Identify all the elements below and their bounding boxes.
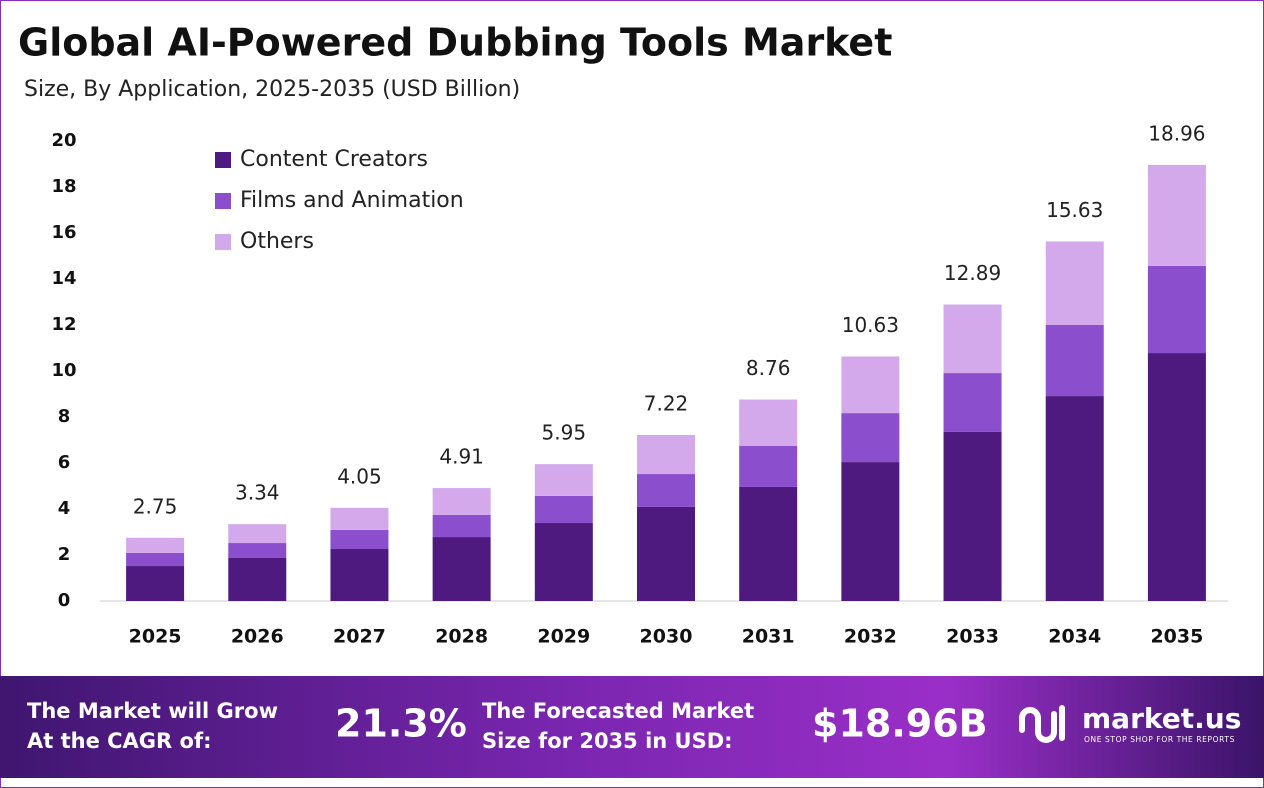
bar-segment <box>330 507 389 530</box>
bar-segment <box>228 543 287 558</box>
cagr-label: At the CAGR of: <box>27 729 212 753</box>
bar-segment <box>432 514 491 538</box>
bar-segment <box>1147 265 1206 354</box>
bar-segment <box>228 557 287 601</box>
bar-segment <box>330 529 389 550</box>
x-tick-label: 2025 <box>129 626 182 648</box>
total-label: 10.63 <box>842 313 899 337</box>
legend-label: Others <box>240 229 314 254</box>
y-tick-label: 2 <box>58 544 71 565</box>
x-tick-label: 2034 <box>1048 626 1101 648</box>
cagr-label: The Market will Grow <box>27 699 278 723</box>
bar-segment <box>637 506 695 601</box>
x-tick-label: 2029 <box>537 626 590 648</box>
bar-segment <box>841 462 900 601</box>
total-label: 12.89 <box>944 261 1001 285</box>
x-tick-label: 2033 <box>946 626 999 648</box>
bar-segment <box>943 373 1002 432</box>
x-tick-label: 2031 <box>742 626 795 648</box>
y-tick-label: 4 <box>58 498 71 519</box>
bar-segment <box>330 549 389 601</box>
brand-tagline: ONE STOP SHOP FOR THE REPORTS <box>1084 735 1235 744</box>
bar-segment <box>432 488 491 515</box>
bar-segment <box>943 431 1002 601</box>
total-label: 8.76 <box>746 356 791 380</box>
x-tick-label: 2035 <box>1150 626 1203 648</box>
y-tick-label: 14 <box>51 268 76 289</box>
bar-segment <box>534 495 593 524</box>
chart-subtitle: Size, By Application, 2025-2035 (USD Bil… <box>24 77 520 102</box>
total-label: 4.05 <box>337 464 382 488</box>
bar-segment <box>228 524 287 544</box>
bar-segment <box>1045 241 1104 325</box>
bar-segment <box>637 474 695 507</box>
total-label: 18.96 <box>1148 121 1205 145</box>
y-tick-label: 16 <box>51 222 76 243</box>
y-tick-label: 10 <box>51 360 76 381</box>
legend-swatch <box>215 152 231 168</box>
plot: 0 2 4 6 8 10 12 14 16 18 20 Content Creators Films a… <box>51 121 1206 648</box>
bar-segment <box>739 486 798 601</box>
y-tick-label: 8 <box>58 406 71 427</box>
bar-segment <box>1045 396 1104 601</box>
x-tick-label: 2026 <box>231 626 284 648</box>
bar-segment <box>841 356 900 414</box>
total-label: 7.22 <box>644 391 689 415</box>
total-label: 5.95 <box>542 421 587 445</box>
bar-segment <box>126 537 185 553</box>
chart-title: Global AI-Powered Dubbing Tools Market <box>18 21 892 65</box>
bar-segment <box>841 413 900 463</box>
y-tick-label: 12 <box>51 314 76 335</box>
forecast-label: Size for 2035 in USD: <box>482 729 733 753</box>
total-label: 3.34 <box>235 481 280 505</box>
logo-mark <box>1019 707 1057 743</box>
total-label: 4.91 <box>439 445 484 469</box>
total-label: 15.63 <box>1046 198 1103 222</box>
bar-segment <box>739 399 798 446</box>
legend-label: Content Creators <box>240 147 428 172</box>
cagr-value: 21.3% <box>335 702 467 746</box>
forecast-value: $18.96B <box>812 702 988 746</box>
legend-swatch <box>215 193 231 209</box>
forecast-label: The Forecasted Market <box>482 699 754 723</box>
y-tick-label: 18 <box>51 176 76 197</box>
y-tick-label: 20 <box>51 130 76 151</box>
x-tick-label: 2030 <box>640 626 693 648</box>
x-tick-label: 2032 <box>844 626 897 648</box>
legend-swatch <box>215 234 231 250</box>
bar-segment <box>432 537 491 601</box>
bar-segment <box>1147 164 1206 266</box>
footer-band <box>0 676 1264 778</box>
bar-segment <box>126 552 185 567</box>
brand-name: market.us <box>1082 702 1241 735</box>
bar-segment <box>126 566 185 601</box>
bar-segment <box>1147 353 1206 601</box>
bar-segment <box>534 464 593 496</box>
bar-segment <box>534 523 593 601</box>
x-tick-label: 2027 <box>333 626 386 648</box>
y-tick-label: 0 <box>58 590 71 611</box>
total-label: 2.75 <box>133 494 178 518</box>
x-tick-label: 2028 <box>435 626 488 648</box>
y-tick-label: 6 <box>58 452 71 473</box>
bar-segment <box>943 304 1002 374</box>
bar-segment <box>1045 325 1104 397</box>
brand-logo <box>1019 705 1065 743</box>
bar-segment <box>739 445 798 487</box>
legend-label: Films and Animation <box>240 188 464 213</box>
bar-segment <box>637 434 695 475</box>
